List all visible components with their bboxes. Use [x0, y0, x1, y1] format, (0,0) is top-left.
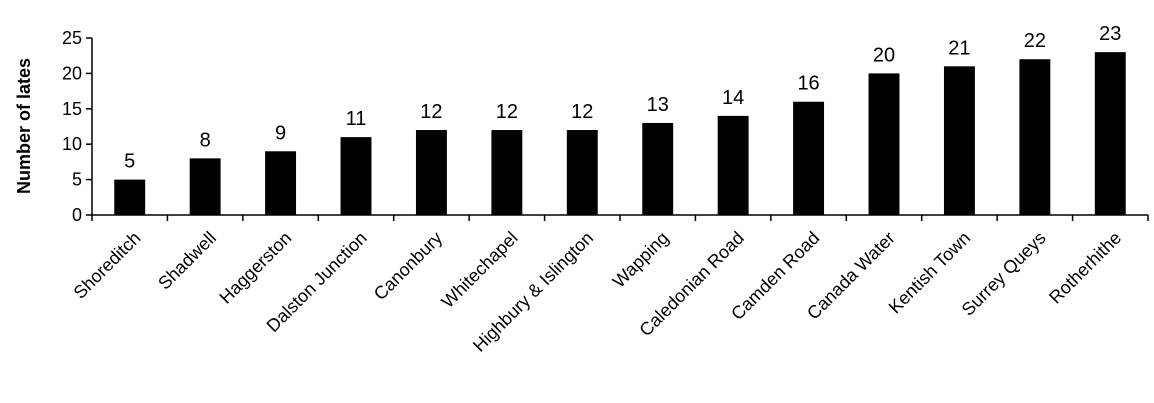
y-tick-label: 0: [72, 205, 82, 225]
value-labels-group: 5 8 9 11 12 12 12 13 14 16 20 21 22 23: [124, 23, 1121, 172]
data-label: 23: [1099, 23, 1121, 45]
x-tick-label: Rotherhithe: [1045, 228, 1125, 308]
y-tick-label: 20: [62, 63, 82, 83]
x-tick-label: Haggerston: [215, 228, 295, 308]
data-label: 5: [124, 151, 135, 173]
data-label: 12: [571, 101, 593, 123]
x-tick-label: Shoreditch: [70, 228, 145, 303]
x-tick-label: Wapping: [609, 228, 673, 292]
y-tick-label: 5: [72, 170, 82, 190]
bar: [114, 179, 146, 215]
bar: [340, 137, 372, 215]
bar: [868, 73, 900, 216]
data-label: 14: [722, 87, 744, 109]
y-tick-label: 10: [62, 134, 82, 154]
data-label: 16: [797, 73, 819, 95]
bar: [717, 115, 749, 215]
y-axis: 0 5 10 15 20 25: [62, 28, 93, 225]
x-tick-label: Canonbury: [370, 228, 446, 304]
bar: [943, 66, 975, 215]
bar: [415, 130, 447, 215]
bar: [491, 130, 523, 215]
data-label: 9: [275, 122, 286, 144]
data-label: 21: [948, 37, 970, 59]
x-tick-label: Shadwell: [154, 228, 220, 294]
x-axis: [91, 214, 1149, 221]
bar: [793, 101, 825, 215]
data-label: 20: [873, 44, 895, 66]
data-label: 8: [200, 129, 211, 151]
x-tick-label: Whitechapel: [437, 228, 521, 312]
bar: [642, 122, 674, 215]
y-axis-label: Number of lates: [14, 58, 34, 194]
data-label: 13: [647, 94, 669, 116]
bar: [1019, 59, 1051, 215]
bar: [189, 158, 221, 215]
data-label: 12: [420, 101, 442, 123]
y-tick-label: 25: [62, 28, 82, 48]
y-tick-label: 15: [62, 99, 82, 119]
bars-group: [114, 52, 1126, 216]
data-label: 22: [1024, 30, 1046, 52]
data-label: 12: [496, 101, 518, 123]
bar: [566, 130, 598, 215]
data-label: 11: [346, 108, 367, 130]
bar: [265, 151, 297, 215]
bar: [1094, 52, 1126, 215]
